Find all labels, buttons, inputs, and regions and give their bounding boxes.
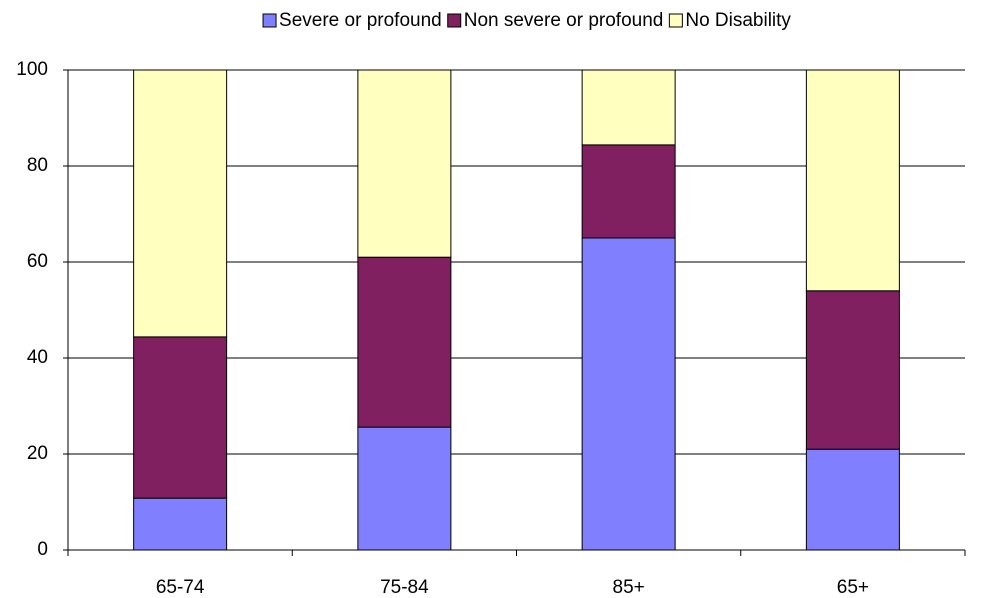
bar-segment [805, 448, 900, 551]
y-tick-label: 40 [27, 347, 48, 368]
bar-segment [805, 69, 900, 292]
y-tick-label: 80 [27, 155, 48, 176]
x-tick-label: 65-74 [156, 577, 205, 598]
x-tick-label: 85+ [613, 577, 645, 598]
legend-swatch [262, 13, 277, 28]
legend-label: Severe or profound [279, 10, 442, 31]
legend-swatch [668, 13, 683, 28]
bar-segment [133, 497, 228, 551]
bar-segment [133, 69, 228, 338]
legend-label: Non severe or profound [464, 10, 664, 31]
x-tick-label: 65+ [837, 577, 869, 598]
legend-label: No Disability [685, 10, 791, 31]
bar-segment [133, 336, 228, 499]
bar-segment [357, 256, 452, 428]
legend-swatch [447, 13, 462, 28]
x-tick-label: 75-84 [380, 577, 429, 598]
bar-segment [581, 237, 676, 551]
y-tick-label: 0 [37, 539, 48, 560]
bar-segment [357, 426, 452, 551]
bar-segment [581, 69, 676, 146]
y-tick-label: 60 [27, 251, 48, 272]
y-tick-label: 20 [27, 443, 48, 464]
bar-segment [581, 144, 676, 239]
bar-segment [805, 290, 900, 450]
y-tick-label: 100 [16, 59, 48, 80]
bar-segment [357, 69, 452, 258]
